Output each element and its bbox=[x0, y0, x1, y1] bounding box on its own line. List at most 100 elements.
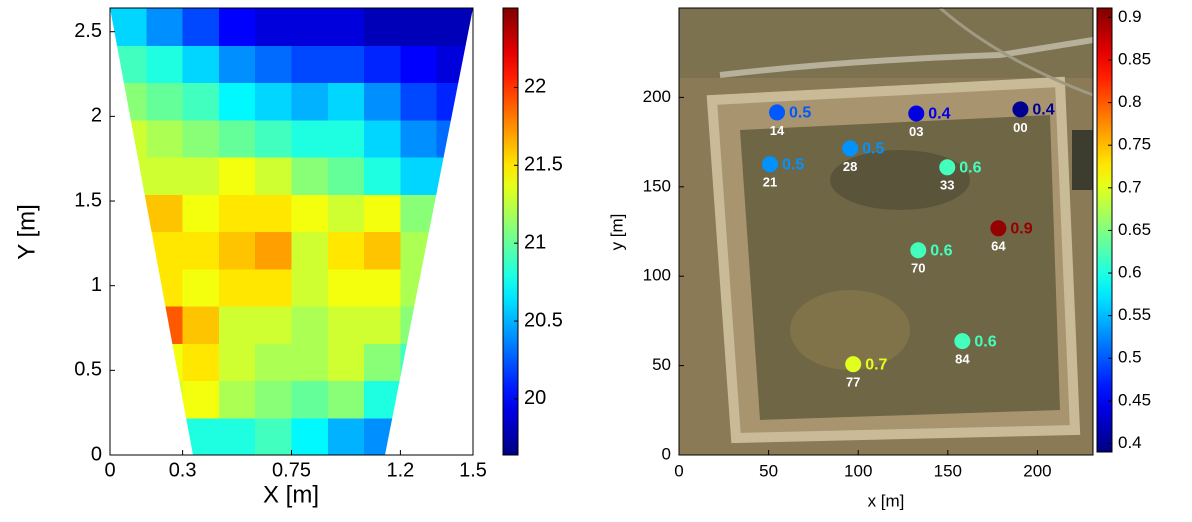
heat-cell bbox=[400, 380, 438, 419]
colorbar-tick-label: 20.5 bbox=[524, 309, 563, 331]
heat-cell bbox=[255, 194, 292, 232]
heat-cell bbox=[218, 157, 256, 195]
x-tick-label: 0.75 bbox=[272, 459, 311, 481]
heat-cell bbox=[110, 268, 147, 307]
heat-cell bbox=[400, 306, 438, 344]
heatmap bbox=[110, 8, 473, 455]
heat-cell bbox=[182, 380, 220, 419]
y-tick-label: 2.5 bbox=[74, 20, 102, 42]
heat-cell bbox=[436, 417, 473, 455]
heat-cell bbox=[436, 45, 473, 83]
heat-cell bbox=[255, 380, 292, 419]
y-tick-label: 2 bbox=[91, 105, 102, 127]
x-tick-label: 50 bbox=[759, 461, 778, 480]
heat-cell bbox=[327, 268, 365, 307]
heat-cell bbox=[291, 380, 329, 419]
heat-cell bbox=[291, 119, 329, 158]
heat-cell bbox=[400, 194, 438, 232]
heat-cell bbox=[218, 268, 256, 307]
heat-cell bbox=[218, 343, 256, 381]
heat-cell bbox=[182, 82, 220, 121]
point bbox=[990, 220, 1007, 237]
y-tick-label: 150 bbox=[643, 176, 671, 195]
heat-cell bbox=[436, 8, 473, 46]
heat-cell bbox=[400, 8, 438, 46]
heat-cell bbox=[436, 306, 473, 344]
heat-cell bbox=[291, 343, 329, 381]
point-label: 77 bbox=[846, 375, 860, 390]
heat-cell bbox=[291, 306, 329, 344]
point-label: 70 bbox=[911, 261, 925, 276]
heat-cell bbox=[364, 157, 401, 195]
value-label: 0.9 bbox=[1010, 221, 1032, 238]
heat-cell bbox=[400, 231, 438, 270]
point-label: 03 bbox=[909, 124, 923, 139]
x-tick-label: 0 bbox=[104, 459, 115, 481]
value-label: 0.5 bbox=[782, 156, 804, 173]
heat-cell bbox=[182, 194, 220, 232]
x-axis-label: x [m] bbox=[868, 491, 905, 510]
point-label: 84 bbox=[955, 352, 970, 367]
point bbox=[762, 156, 779, 173]
y-tick-label: 0.5 bbox=[74, 359, 102, 381]
colorbar-tick-label: 0.9 bbox=[1118, 7, 1142, 26]
heat-cell bbox=[146, 157, 184, 195]
heat-cell bbox=[255, 157, 292, 195]
heat-cell bbox=[327, 194, 365, 232]
value-label: 0.7 bbox=[865, 356, 887, 373]
heat-cell bbox=[436, 157, 473, 195]
colorbar-tick-label: 0.6 bbox=[1118, 263, 1142, 282]
heat-cell bbox=[291, 417, 329, 455]
heat-cell bbox=[364, 268, 401, 307]
heat-cell bbox=[255, 343, 292, 381]
heat-cell bbox=[364, 306, 401, 344]
point bbox=[1012, 101, 1029, 118]
heat-cell bbox=[327, 8, 365, 46]
point bbox=[842, 140, 859, 157]
colorbar-tick-label: 21 bbox=[524, 231, 546, 253]
point-label: 33 bbox=[940, 178, 954, 193]
heat-cell bbox=[400, 45, 438, 83]
heat-cell bbox=[255, 119, 292, 158]
heat-cell bbox=[255, 82, 292, 121]
colorbar-tick-label: 0.65 bbox=[1118, 220, 1151, 239]
heat-cell bbox=[110, 343, 147, 381]
heat-cell bbox=[182, 343, 220, 381]
heat-cell bbox=[364, 194, 401, 232]
x-axis-label: X [m] bbox=[263, 481, 319, 508]
heat-cell bbox=[436, 194, 473, 232]
heat-cell bbox=[255, 45, 292, 83]
point bbox=[954, 333, 971, 350]
heat-cell bbox=[291, 45, 329, 83]
heat-cell bbox=[110, 157, 147, 195]
heat-cell bbox=[436, 268, 473, 307]
heat-cell bbox=[255, 417, 292, 455]
heat-cell bbox=[182, 45, 220, 83]
heat-cell bbox=[364, 45, 401, 83]
heat-cell bbox=[400, 119, 438, 158]
heat-cell bbox=[182, 231, 220, 270]
heat-cell bbox=[110, 231, 147, 270]
colorbar-tick-label: 0.75 bbox=[1118, 135, 1151, 154]
heat-cell bbox=[327, 306, 365, 344]
heat-cell bbox=[291, 157, 329, 195]
heat-cell bbox=[218, 306, 256, 344]
heat-cell bbox=[364, 231, 401, 270]
colorbar-tick-label: 0.55 bbox=[1118, 305, 1151, 324]
heat-cell bbox=[436, 119, 473, 158]
point-label: 64 bbox=[991, 239, 1006, 254]
y-axis-label: y [m] bbox=[607, 214, 626, 251]
y-tick-label: 1.5 bbox=[74, 189, 102, 211]
colorbar-tick-label: 20 bbox=[524, 387, 546, 409]
heat-cell bbox=[110, 306, 147, 344]
heat-cell bbox=[255, 8, 292, 46]
heat-cell bbox=[182, 417, 220, 455]
colorbar-tick-label: 0.45 bbox=[1118, 390, 1151, 409]
heat-cell bbox=[110, 82, 147, 121]
heat-cell bbox=[146, 417, 184, 455]
point bbox=[910, 242, 927, 259]
heat-cell bbox=[218, 417, 256, 455]
heat-cell bbox=[291, 194, 329, 232]
heat-cell bbox=[400, 343, 438, 381]
x-tick-label: 0 bbox=[674, 461, 683, 480]
